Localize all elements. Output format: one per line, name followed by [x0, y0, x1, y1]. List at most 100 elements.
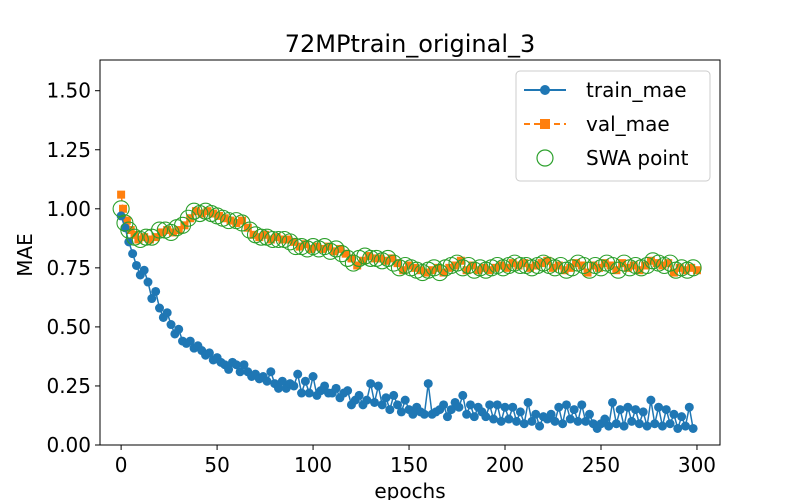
train-mae-point: [442, 412, 452, 422]
train-mae-point: [631, 405, 641, 415]
train-mae-point: [465, 400, 475, 410]
train-mae-point: [128, 249, 138, 259]
train-mae-point: [224, 364, 234, 374]
val-mae-point: [577, 261, 586, 270]
train-mae-point: [419, 409, 429, 419]
swa-point: [448, 254, 466, 272]
train-mae-point: [561, 400, 571, 410]
train-mae-point: [677, 412, 687, 422]
train-mae-point: [684, 402, 694, 412]
swa-point: [173, 216, 192, 234]
val-mae-point: [664, 259, 673, 268]
train-mae-point: [496, 416, 506, 426]
val-mae-point: [353, 261, 362, 270]
train-mae-point: [389, 390, 399, 400]
train-mae-point: [400, 395, 410, 405]
train-mae-point: [604, 421, 614, 431]
train-mae-point: [446, 405, 456, 415]
val-mae-point: [243, 223, 252, 232]
train-mae-point: [373, 381, 383, 391]
val-mae-point: [692, 266, 701, 275]
train-mae-point: [584, 409, 594, 419]
train-mae-point: [462, 409, 472, 419]
val-mae-point: [606, 261, 615, 270]
x-tick-label: 200: [486, 453, 524, 477]
val-mae-point: [445, 263, 454, 272]
val-mae-point: [130, 230, 139, 239]
train-mae-point: [131, 260, 141, 270]
train-mae-point: [439, 400, 449, 410]
val-mae-point: [119, 204, 128, 213]
train-mae-point: [661, 405, 671, 415]
train-mae-point: [231, 360, 241, 370]
swa-point: [362, 249, 380, 267]
train-mae-point: [512, 416, 522, 426]
swa-point: [339, 249, 357, 267]
train-mae-point: [581, 416, 591, 426]
train-mae-point: [627, 416, 637, 426]
val-mae-point: [669, 268, 678, 277]
train-mae-point: [504, 414, 514, 424]
x-tick-label: 50: [204, 453, 229, 477]
train-mae-point: [688, 423, 698, 433]
train-mae-point: [235, 367, 245, 377]
swa-point: [575, 256, 593, 275]
swa-point: [137, 228, 155, 246]
train-mae-point: [654, 402, 664, 412]
train-mae-point: [485, 400, 495, 410]
x-tick-label: 300: [678, 453, 716, 477]
val-mae-point: [502, 263, 511, 272]
swa-point: [580, 261, 599, 279]
x-axis: 0 50 100 150 200 250 300: [115, 445, 716, 477]
swa-point: [563, 259, 581, 277]
val-mae-point: [485, 266, 494, 275]
train-mae-point: [600, 414, 610, 424]
train-mae-point: [266, 367, 276, 377]
swa-point: [327, 240, 345, 258]
train-mae-point: [151, 286, 161, 296]
swa-point: [120, 221, 138, 239]
val-mae-point: [122, 216, 131, 225]
train-mae-point: [343, 386, 353, 396]
swa-point: [603, 256, 622, 275]
swa-point-series: [112, 200, 702, 282]
train-mae-point: [155, 303, 165, 313]
val-mae-point: [554, 261, 563, 270]
train-mae-point: [608, 397, 618, 407]
y-tick-label: 1.00: [46, 197, 91, 221]
val-mae-point: [422, 268, 431, 277]
train-mae-point: [174, 324, 184, 334]
train-mae-point: [558, 419, 568, 429]
val-mae-point: [145, 235, 154, 244]
legend-swa-label: SWA point: [586, 146, 689, 170]
val-mae-point: [387, 254, 396, 263]
swa-point: [287, 238, 305, 256]
swa-point: [316, 238, 334, 256]
val-mae-point: [284, 235, 293, 244]
val-mae-point: [289, 237, 298, 246]
legend-val-marker: [540, 119, 550, 129]
legend-train-marker: [540, 85, 550, 95]
train-mae-point: [554, 402, 564, 412]
train-mae-point: [669, 409, 679, 419]
val-mae-point: [566, 263, 575, 272]
train-mae-point: [139, 265, 149, 275]
swa-point: [281, 233, 299, 251]
legend-train-label: train_mae: [586, 78, 687, 102]
train-mae-point: [274, 383, 284, 393]
y-tick-label: 1.25: [46, 138, 91, 162]
legend-box: [515, 70, 711, 182]
train-mae-point: [262, 376, 272, 386]
val-mae-point: [117, 190, 126, 199]
train-mae-point: [385, 405, 395, 415]
x-tick-label: 0: [115, 453, 128, 477]
swa-point: [112, 200, 130, 218]
train-mae-point: [289, 381, 299, 391]
train-mae-point: [646, 395, 656, 405]
swa-point: [333, 245, 351, 263]
val-mae-point: [595, 263, 604, 272]
val-mae-point: [335, 244, 344, 253]
train-mae-point: [362, 395, 372, 405]
train-mae-point: [143, 277, 153, 287]
train-mae-point: [569, 405, 579, 415]
